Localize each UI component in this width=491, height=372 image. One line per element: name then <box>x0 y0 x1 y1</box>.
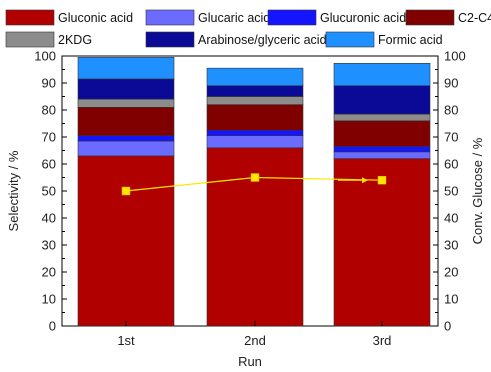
right-tick-label-4: 40 <box>444 211 458 226</box>
x-tick-label-2: 2nd <box>244 333 266 348</box>
bar-segment-2-run-3 <box>333 151 431 159</box>
left-tick-label-10: 100 <box>34 49 56 64</box>
right-tick-label-2: 20 <box>444 265 458 280</box>
bar-segment-3-run-2 <box>206 129 304 136</box>
conversion-point-2 <box>250 173 260 182</box>
left-tick-label-8: 80 <box>42 103 56 118</box>
legend-swatch-4 <box>405 9 455 26</box>
right-tick-label-1: 10 <box>444 292 458 307</box>
x-axis-label: Run <box>238 354 262 369</box>
bar-segment-4-run-3 <box>333 120 431 147</box>
bar-segment-3-run-3 <box>333 146 431 153</box>
bar-segment-3-run-1 <box>77 135 175 142</box>
left-tick-label-2: 20 <box>42 265 56 280</box>
legend-label-7: Formic acid <box>378 33 443 47</box>
legend-swatch-1 <box>5 9 55 26</box>
bar-segment-5-run-2 <box>206 96 304 105</box>
right-tick-label-3: 30 <box>444 238 458 253</box>
right-axis: 0 10 20 30 40 50 60 70 80 90 100 <box>433 49 466 334</box>
legend: Gluconic acid Glucaric acid Glucuronic aci… <box>5 9 491 48</box>
bar-segment-7-run-3 <box>333 62 431 87</box>
left-tick-label-6: 60 <box>42 157 56 172</box>
left-tick-label-0: 0 <box>49 319 56 334</box>
legend-swatch-6 <box>145 31 195 48</box>
bar-segment-4-run-1 <box>77 107 175 136</box>
right-tick-label-10: 100 <box>444 49 466 64</box>
legend-label-1: Gluconic acid <box>58 11 133 25</box>
legend-swatch-2 <box>145 9 195 26</box>
legend-swatch-3 <box>267 9 317 26</box>
bar-segment-5-run-1 <box>77 98 175 108</box>
left-tick-label-7: 70 <box>42 130 56 145</box>
conversion-series <box>121 173 387 196</box>
left-tick-label-4: 40 <box>42 211 56 226</box>
left-tick-label-1: 10 <box>42 292 56 307</box>
legend-label-6: Arabinose/glyceric acid <box>198 33 327 47</box>
x-axis: 1st 2nd 3rd <box>117 321 391 348</box>
x-tick-label-1: 1st <box>117 333 135 348</box>
bar-segment-1-run-1 <box>77 155 175 327</box>
bar-segment-7-run-1 <box>77 57 175 80</box>
right-tick-label-6: 60 <box>444 157 458 172</box>
x-tick-label-3: 3rd <box>373 333 392 348</box>
legend-label-5: 2KDG <box>58 33 92 47</box>
legend-label-3: Glucuronic acid <box>320 11 406 25</box>
right-tick-label-0: 0 <box>444 319 451 334</box>
bar-segment-4-run-2 <box>206 104 304 131</box>
y-axis-label: Selectivity / % <box>6 150 21 231</box>
legend-label-4: C2-C4 <box>458 11 491 25</box>
right-tick-label-9: 90 <box>444 76 458 91</box>
legend-swatch-5 <box>5 31 55 48</box>
left-axis: 0 10 20 30 40 50 60 70 80 90 100 <box>34 49 67 334</box>
right-axis-arrow-head <box>362 177 368 184</box>
bar-segment-5-run-3 <box>333 113 431 122</box>
bar-segment-2-run-1 <box>77 140 175 157</box>
bar-segment-7-run-2 <box>206 67 304 87</box>
bar-segment-6-run-1 <box>77 78 175 100</box>
legend-swatch-7 <box>325 31 375 48</box>
left-tick-label-5: 50 <box>42 184 56 199</box>
bar-segment-2-run-2 <box>206 135 304 149</box>
bar-segment-6-run-2 <box>206 85 304 97</box>
conversion-point-3 <box>377 175 387 185</box>
bar-segment-1-run-3 <box>333 158 431 327</box>
left-tick-label-9: 90 <box>42 76 56 91</box>
left-tick-label-3: 30 <box>42 238 56 253</box>
y2-axis-label: Conv. Glucose / % <box>470 137 485 244</box>
conversion-point-1 <box>121 186 131 196</box>
right-tick-label-7: 70 <box>444 130 458 145</box>
bars <box>77 57 431 327</box>
right-tick-label-5: 50 <box>444 184 458 199</box>
bar-segment-6-run-3 <box>333 85 431 115</box>
right-tick-label-8: 80 <box>444 103 458 118</box>
legend-label-2: Glucaric acid <box>198 11 270 25</box>
